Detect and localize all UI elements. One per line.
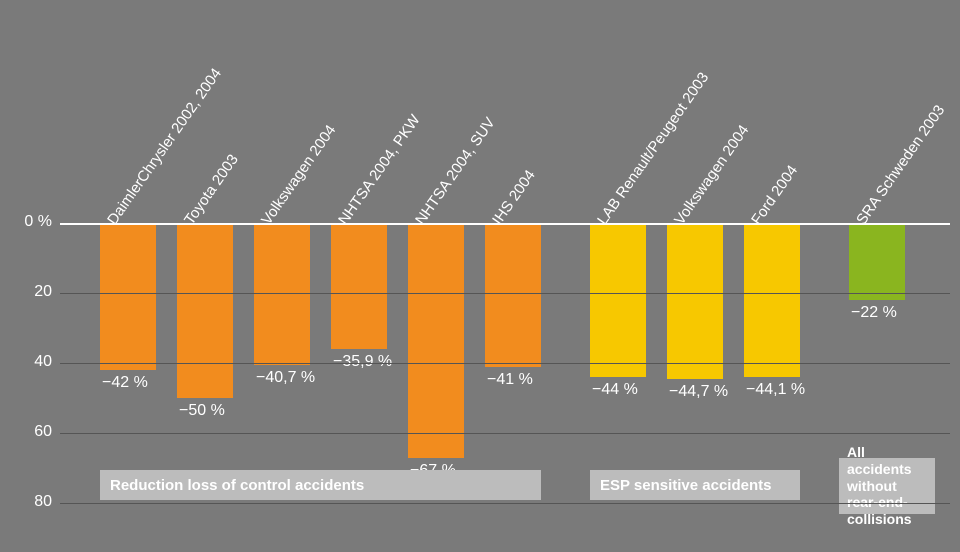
gridline [60,293,950,294]
bar [667,223,723,379]
gridline [60,433,950,434]
bar-value-label: −41 % [487,371,533,389]
bar-value-label: −35,9 % [333,353,392,371]
y-tick-label: 0 % [0,213,52,231]
esp-accident-reduction-chart: DaimlerChrysler 2002, 2004−42 %Toyota 20… [0,0,960,552]
bar [485,223,541,367]
bar [254,223,310,365]
bar [177,223,233,398]
bar-value-label: −44,7 % [669,383,728,401]
gridline [60,363,950,364]
bar-value-label: −44 % [592,381,638,399]
bar [849,223,905,300]
bar [331,223,387,349]
bar-category-label: Volkswagen 2004 [258,122,339,228]
bar-category-label: IHS 2004 [489,167,539,228]
bar-value-label: −40,7 % [256,369,315,387]
y-tick-label: 40 [0,353,52,371]
bar-value-label: −44,1 % [746,381,805,399]
bar-category-label: Volkswagen 2004 [671,122,752,228]
y-tick-label: 20 [0,283,52,301]
y-tick-label: 80 [0,493,52,511]
bar-category-label: NHTSA 2004, SUV [412,114,499,228]
bar [100,223,156,370]
bar-value-label: −42 % [102,374,148,392]
bar-category-label: SRA Schweden 2003 [853,102,948,228]
bar [408,223,464,458]
gridline [60,503,950,504]
bar-category-label: Ford 2004 [748,162,801,228]
y-tick-label: 60 [0,423,52,441]
plot-area: DaimlerChrysler 2002, 2004−42 %Toyota 20… [60,0,950,552]
group-label-box: ESP sensitive accidents [590,470,800,500]
bar [744,223,800,377]
bar-category-label: Toyota 2003 [181,151,242,228]
bar-value-label: −50 % [179,402,225,420]
group-label-box: All accidents without rear-end-collision… [839,458,935,514]
bar-category-label: NHTSA 2004, PKW [335,112,424,228]
bar [590,223,646,377]
group-label-box: Reduction loss of control accidents [100,470,541,500]
bar-value-label: −22 % [851,304,897,322]
gridline [60,223,950,225]
